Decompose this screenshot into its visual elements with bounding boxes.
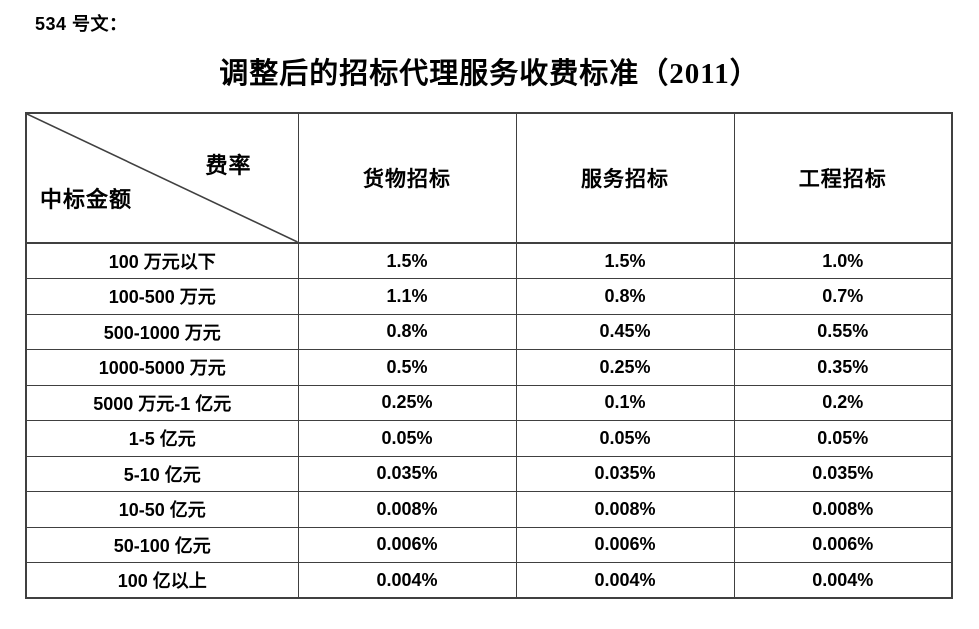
fee-cell: 0.25% bbox=[515, 349, 735, 386]
fee-cell: 0.7% bbox=[733, 278, 953, 315]
table-row: 1000-5000 万元 0.5% 0.25% 0.35% bbox=[25, 349, 953, 386]
fee-cell: 0.1% bbox=[515, 384, 735, 421]
row-label: 500-1000 万元 bbox=[25, 313, 299, 350]
fee-cell: 0.8% bbox=[297, 313, 517, 350]
fee-cell: 0.008% bbox=[733, 491, 953, 528]
diagonal-divider-line bbox=[27, 114, 297, 241]
row-label: 1000-5000 万元 bbox=[25, 349, 299, 386]
table-row: 500-1000 万元 0.8% 0.45% 0.55% bbox=[25, 313, 953, 350]
fee-cell: 0.006% bbox=[515, 526, 735, 563]
fee-cell: 0.35% bbox=[733, 349, 953, 386]
fee-cell: 1.0% bbox=[733, 242, 953, 279]
fee-cell: 0.035% bbox=[297, 455, 517, 492]
fee-cell: 0.035% bbox=[515, 455, 735, 492]
corner-header-cell: 费率 中标金额 bbox=[25, 112, 299, 244]
column-header-services: 服务招标 bbox=[515, 112, 735, 244]
fee-cell: 1.5% bbox=[297, 242, 517, 279]
fee-cell: 0.006% bbox=[733, 526, 953, 563]
row-label: 100 亿以上 bbox=[25, 562, 299, 599]
fee-table: 费率 中标金额 货物招标 服务招标 工程招标 100 万元以下 1.5% 1.5… bbox=[25, 112, 953, 599]
fee-cell: 0.006% bbox=[297, 526, 517, 563]
corner-label-rate: 费率 bbox=[205, 153, 252, 178]
fee-cell: 0.8% bbox=[515, 278, 735, 315]
fee-cell: 0.25% bbox=[297, 384, 517, 421]
row-label: 50-100 亿元 bbox=[25, 526, 299, 563]
row-label: 5000 万元-1 亿元 bbox=[25, 384, 299, 421]
row-label: 100 万元以下 bbox=[25, 242, 299, 279]
table-row: 100-500 万元 1.1% 0.8% 0.7% bbox=[25, 278, 953, 315]
row-label: 10-50 亿元 bbox=[25, 491, 299, 528]
table-row: 10-50 亿元 0.008% 0.008% 0.008% bbox=[25, 491, 953, 528]
table-row: 1-5 亿元 0.05% 0.05% 0.05% bbox=[25, 420, 953, 457]
fee-cell: 0.05% bbox=[515, 420, 735, 457]
row-label: 1-5 亿元 bbox=[25, 420, 299, 457]
fee-cell: 0.05% bbox=[733, 420, 953, 457]
column-header-goods: 货物招标 bbox=[297, 112, 517, 244]
corner-label-amount: 中标金额 bbox=[40, 187, 133, 212]
fee-cell: 1.1% bbox=[297, 278, 517, 315]
fee-cell: 0.004% bbox=[515, 562, 735, 599]
table-row: 50-100 亿元 0.006% 0.006% 0.006% bbox=[25, 526, 953, 563]
column-header-engineering: 工程招标 bbox=[733, 112, 953, 244]
table-row: 100 万元以下 1.5% 1.5% 1.0% bbox=[25, 242, 953, 279]
row-label: 100-500 万元 bbox=[25, 278, 299, 315]
fee-cell: 0.008% bbox=[515, 491, 735, 528]
row-label: 5-10 亿元 bbox=[25, 455, 299, 492]
fee-cell: 0.5% bbox=[297, 349, 517, 386]
table-row: 5-10 亿元 0.035% 0.035% 0.035% bbox=[25, 455, 953, 492]
doc-number: 534 号文： bbox=[35, 14, 128, 34]
fee-cell: 0.55% bbox=[733, 313, 953, 350]
fee-cell: 0.004% bbox=[297, 562, 517, 599]
table-row: 100 亿以上 0.004% 0.004% 0.004% bbox=[25, 562, 953, 599]
fee-cell: 0.035% bbox=[733, 455, 953, 492]
fee-cell: 0.05% bbox=[297, 420, 517, 457]
fee-cell: 1.5% bbox=[515, 242, 735, 279]
fee-cell: 0.45% bbox=[515, 313, 735, 350]
page-title: 调整后的招标代理服务收费标准（2011） bbox=[219, 58, 760, 90]
table-row: 5000 万元-1 亿元 0.25% 0.1% 0.2% bbox=[25, 384, 953, 421]
fee-cell: 0.004% bbox=[733, 562, 953, 599]
header-row: 费率 中标金额 货物招标 服务招标 工程招标 bbox=[25, 112, 953, 244]
fee-cell: 0.2% bbox=[733, 384, 953, 421]
fee-cell: 0.008% bbox=[297, 491, 517, 528]
